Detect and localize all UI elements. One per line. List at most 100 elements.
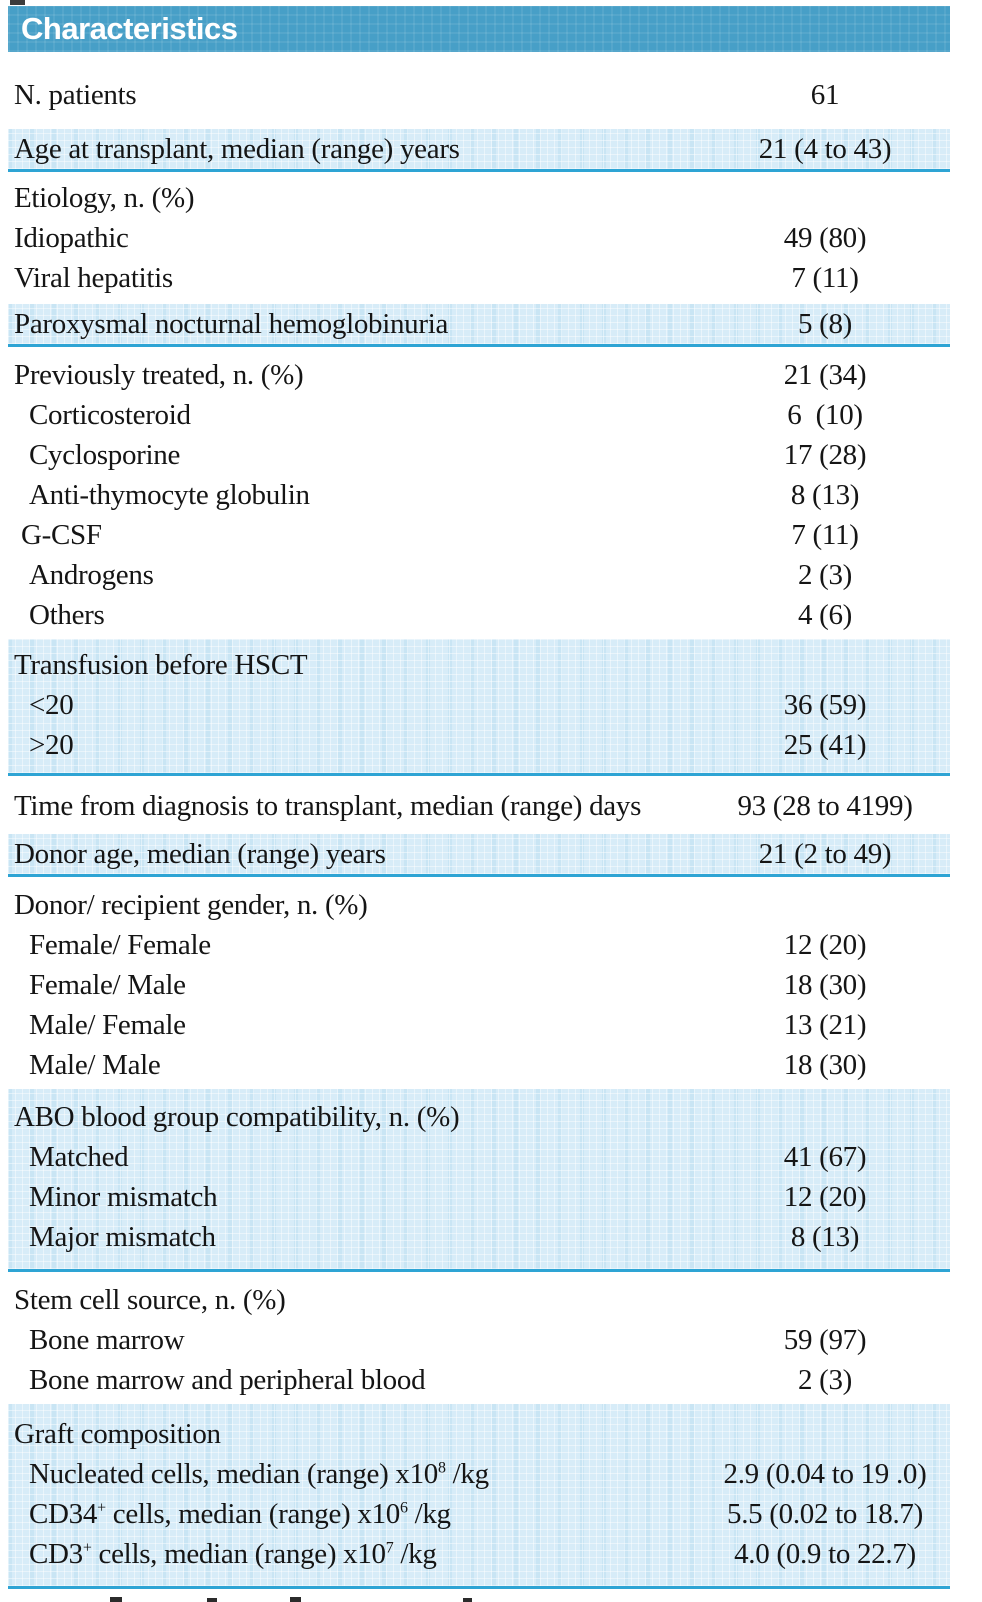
row-value: 13 (21) (783, 1009, 867, 1041)
table-row: Donor age, median (range) years 21 (2 to … (8, 834, 950, 874)
row-label: Male/ Female (29, 1009, 186, 1041)
table-section: Time from diagnosis to transplant, media… (8, 776, 950, 834)
table-row: Etiology, n. (%) (8, 178, 950, 218)
row-value: 18 (30) (783, 969, 867, 1001)
row-label: CD3+ cells, median (range) x107 /kg (29, 1538, 437, 1570)
row-value: 8 (13) (790, 479, 860, 511)
row-label: Transfusion before HSCT (14, 649, 308, 681)
table-row: Female/ Female 12 (20) (8, 925, 950, 965)
row-value: 2.9 (0.04 to 19 .0) (723, 1458, 927, 1490)
table-row: CD34+ cells, median (range) x106 /kg 5.5 … (8, 1494, 950, 1534)
row-value: 61 (810, 79, 840, 111)
characteristics-table: Characteristics N. patients 61 Age at tran… (8, 6, 950, 1589)
row-label: Nucleated cells, median (range) x108 /kg (29, 1458, 489, 1490)
row-label: G-CSF (21, 519, 102, 551)
table-row: Minor mismatch 12 (20) (8, 1177, 950, 1217)
table-header: Characteristics (8, 6, 950, 52)
row-value: 59 (97) (783, 1324, 867, 1356)
row-label: Major mismatch (29, 1221, 216, 1253)
table-row: Donor/ recipient gender, n. (%) (8, 885, 950, 925)
table-row: Corticosteroid 6 (10) (8, 395, 950, 435)
table-section: Paroxysmal nocturnal hemoglobinuria 5 (8) (8, 304, 950, 347)
row-label: Androgens (29, 559, 154, 591)
row-value: 5 (8) (797, 308, 853, 340)
row-value: 12 (20) (783, 1181, 867, 1213)
table-row: >20 25 (41) (8, 725, 950, 765)
table-row: <20 36 (59) (8, 685, 950, 725)
table-row: Transfusion before HSCT (8, 645, 950, 685)
row-label: Graft composition (14, 1418, 221, 1450)
row-label: Female/ Male (29, 969, 186, 1001)
row-value: 25 (41) (783, 729, 867, 761)
table-row: Bone marrow and peripheral blood 2 (3) (8, 1360, 950, 1400)
table-row: Age at transplant, median (range) years 2… (8, 129, 950, 169)
table-row: Major mismatch 8 (13) (8, 1217, 950, 1257)
row-value: 49 (80) (783, 222, 867, 254)
row-value: 17 (28) (783, 439, 867, 471)
row-value: 8 (13) (790, 1221, 860, 1253)
row-value: 4.0 (0.9 to 22.7) (734, 1538, 916, 1570)
row-label: Age at transplant, median (range) years (14, 133, 460, 165)
row-value: 6 (10) (787, 399, 863, 431)
row-value: 2 (3) (797, 559, 853, 591)
table-body: N. patients 61 Age at transplant, median (… (8, 52, 950, 1589)
row-value: 41 (67) (783, 1141, 867, 1173)
row-value: 4 (6) (797, 599, 853, 631)
row-label: Etiology, n. (%) (14, 182, 195, 214)
row-label: Donor age, median (range) years (14, 838, 386, 870)
table-section: ABO blood group compatibility, n. (%) Mat… (8, 1089, 950, 1272)
table-row: Bone marrow 59 (97) (8, 1320, 950, 1360)
table-row: CD3+ cells, median (range) x107 /kg 4.0 (… (8, 1534, 950, 1574)
table-section: Age at transplant, median (range) years 2… (8, 129, 950, 172)
row-label: Time from diagnosis to transplant, media… (14, 790, 642, 822)
table-row: Nucleated cells, median (range) x108 /kg… (8, 1454, 950, 1494)
row-value: 21 (2 to 49) (758, 838, 892, 870)
cropped-footnote-artifact (8, 1595, 950, 1602)
row-value: 7 (11) (791, 519, 859, 551)
row-label: Cyclosporine (29, 439, 181, 471)
table-row: Cyclosporine 17 (28) (8, 435, 950, 475)
table-section: Donor/ recipient gender, n. (%) Female/ F… (8, 877, 950, 1089)
row-value: 21 (34) (783, 359, 867, 391)
row-label: Donor/ recipient gender, n. (%) (14, 889, 368, 921)
row-value: 21 (4 to 43) (758, 133, 892, 165)
row-label: Others (29, 599, 105, 631)
table-row: Time from diagnosis to transplant, media… (8, 786, 950, 826)
row-value: 2 (3) (797, 1364, 853, 1396)
table-row: N. patients 61 (8, 75, 950, 115)
row-label: Female/ Female (29, 929, 211, 961)
crop-artifact (10, 0, 25, 5)
row-label: ABO blood group compatibility, n. (%) (14, 1101, 460, 1133)
row-value: 36 (59) (783, 689, 867, 721)
row-value: 7 (11) (791, 262, 859, 294)
row-label: Viral hepatitis (14, 262, 173, 294)
table-section: Stem cell source, n. (%) Bone marrow 59 (9… (8, 1272, 950, 1404)
row-label: Anti-thymocyte globulin (29, 479, 310, 511)
row-label: Matched (29, 1141, 129, 1173)
row-label: N. patients (14, 79, 137, 111)
table-row: Male/ Male 18 (30) (8, 1045, 950, 1085)
row-label: Paroxysmal nocturnal hemoglobinuria (14, 308, 449, 340)
row-label: <20 (29, 689, 74, 721)
row-label: Stem cell source, n. (%) (14, 1284, 286, 1316)
table-row: Viral hepatitis 7 (11) (8, 258, 950, 298)
row-label: >20 (29, 729, 74, 761)
row-label: Corticosteroid (29, 399, 191, 431)
table-row: Graft composition (8, 1414, 950, 1454)
row-value: 93 (28 to 4199) (737, 790, 913, 822)
table-row: Male/ Female 13 (21) (8, 1005, 950, 1045)
table-row: Idiopathic 49 (80) (8, 218, 950, 258)
table-section: N. patients 61 (8, 52, 950, 129)
table-title: Characteristics (21, 11, 238, 46)
row-label: Bone marrow (29, 1324, 185, 1356)
table-row: G-CSF 7 (11) (8, 515, 950, 555)
table-section: Graft composition Nucleated cells, median… (8, 1404, 950, 1589)
table-row: Female/ Male 18 (30) (8, 965, 950, 1005)
table-row: ABO blood group compatibility, n. (%) (8, 1097, 950, 1137)
table-section: Donor age, median (range) years 21 (2 to … (8, 834, 950, 877)
row-label: Bone marrow and peripheral blood (29, 1364, 426, 1396)
row-value: 12 (20) (783, 929, 867, 961)
table-section: Etiology, n. (%) Idiopathic 49 (80) Viral h… (8, 172, 950, 304)
table-row: Androgens 2 (3) (8, 555, 950, 595)
table-row: Stem cell source, n. (%) (8, 1280, 950, 1320)
